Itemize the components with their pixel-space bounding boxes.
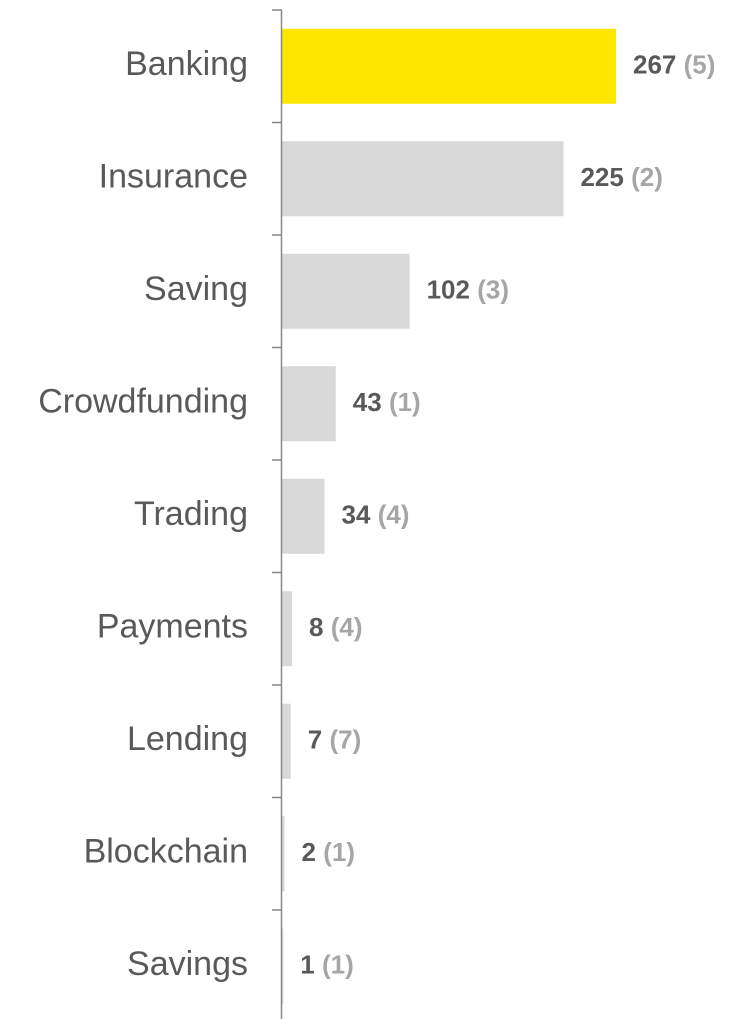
value-label: 267 (5)	[633, 49, 715, 79]
category-label: Trading	[134, 495, 248, 533]
value: 7	[308, 724, 322, 754]
bar	[282, 28, 616, 104]
value-label: 102 (3)	[427, 274, 509, 304]
bar	[282, 816, 285, 892]
value: 102	[427, 274, 470, 304]
secondary-label: (1)	[389, 387, 421, 417]
bar	[282, 928, 284, 1004]
category-label: Saving	[144, 270, 248, 308]
category-label: Banking	[125, 45, 248, 83]
secondary-label: (3)	[477, 274, 509, 304]
secondary-label: (1)	[322, 949, 354, 979]
bar	[282, 703, 291, 779]
category-label: Payments	[97, 608, 248, 646]
value-label: 34 (4)	[342, 499, 410, 529]
value: 34	[342, 499, 371, 529]
value: 2	[302, 837, 316, 867]
secondary-label: (4)	[331, 612, 363, 642]
value: 267	[633, 49, 676, 79]
value: 8	[309, 612, 323, 642]
value-label: 43 (1)	[353, 387, 421, 417]
bar	[282, 478, 325, 554]
value-label: 8 (4)	[309, 612, 362, 642]
secondary-label: (5)	[684, 49, 716, 79]
value: 43	[353, 387, 382, 417]
value-label: 7 (7)	[308, 724, 361, 754]
value-label: 225 (2)	[580, 162, 662, 192]
category-label: Insurance	[99, 158, 248, 196]
bar	[282, 366, 336, 442]
value-label: 2 (1)	[302, 837, 355, 867]
secondary-label: (2)	[631, 162, 663, 192]
bar	[282, 591, 293, 667]
secondary-label: (7)	[329, 724, 361, 754]
category-label: Savings	[127, 945, 248, 983]
secondary-label: (4)	[378, 499, 410, 529]
category-label: Lending	[127, 720, 248, 758]
bar	[282, 141, 564, 217]
secondary-label: (1)	[323, 837, 355, 867]
value: 225	[580, 162, 623, 192]
category-label: Crowdfunding	[38, 383, 248, 421]
value-label: 1 (1)	[300, 949, 353, 979]
value: 1	[300, 949, 314, 979]
bar	[282, 253, 410, 329]
category-label: Blockchain	[84, 833, 248, 871]
